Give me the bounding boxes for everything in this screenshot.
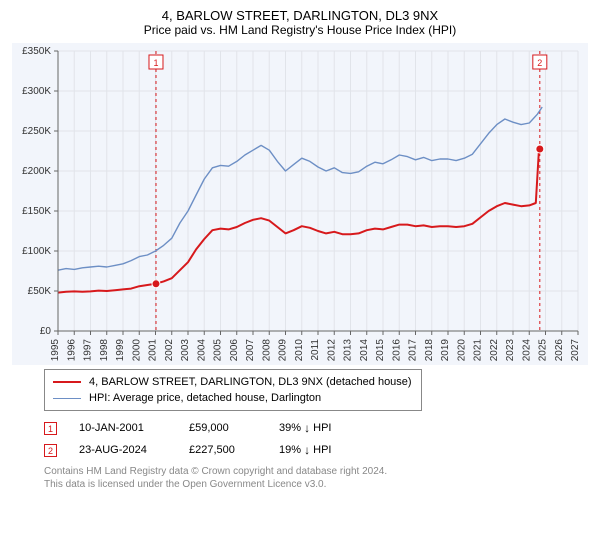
transaction-date: 10-JAN-2001 <box>79 422 189 434</box>
transaction-row: 1 10-JAN-2001£59,00039% ↓ HPI <box>44 417 588 439</box>
svg-text:2001: 2001 <box>148 339 159 362</box>
svg-text:1998: 1998 <box>99 339 110 362</box>
transaction-price: £227,500 <box>189 444 279 456</box>
svg-text:2022: 2022 <box>489 339 500 362</box>
legend-swatch <box>53 381 81 383</box>
svg-text:2010: 2010 <box>294 339 305 362</box>
svg-text:2016: 2016 <box>391 339 402 362</box>
legend-item-hpi: HPI: Average price, detached house, Darl… <box>53 390 413 406</box>
svg-text:£200K: £200K <box>22 166 51 177</box>
svg-text:1996: 1996 <box>66 339 77 362</box>
svg-text:2026: 2026 <box>554 339 565 362</box>
svg-text:2024: 2024 <box>521 339 532 362</box>
svg-text:2008: 2008 <box>261 339 272 362</box>
legend-label: HPI: Average price, detached house, Darl… <box>89 392 321 404</box>
svg-text:2: 2 <box>537 58 542 68</box>
svg-text:2005: 2005 <box>213 339 224 362</box>
transaction-row: 2 23-AUG-2024£227,50019% ↓ HPI <box>44 439 588 461</box>
svg-text:1999: 1999 <box>115 339 126 362</box>
svg-text:£100K: £100K <box>22 246 51 257</box>
svg-text:2009: 2009 <box>278 339 289 362</box>
svg-text:1: 1 <box>153 58 158 68</box>
svg-text:1995: 1995 <box>50 339 61 362</box>
svg-text:£300K: £300K <box>22 86 51 97</box>
attribution-line: Contains HM Land Registry data © Crown c… <box>44 465 588 478</box>
svg-text:2027: 2027 <box>570 339 581 362</box>
legend-swatch <box>53 398 81 399</box>
svg-text:2004: 2004 <box>196 339 207 362</box>
svg-text:2019: 2019 <box>440 339 451 362</box>
legend-label: 4, BARLOW STREET, DARLINGTON, DL3 9NX (d… <box>89 376 412 388</box>
svg-text:2015: 2015 <box>375 339 386 362</box>
svg-text:2021: 2021 <box>473 339 484 362</box>
svg-text:2014: 2014 <box>359 339 370 362</box>
svg-text:2012: 2012 <box>326 339 337 362</box>
svg-text:2003: 2003 <box>180 339 191 362</box>
chart-title: 4, BARLOW STREET, DARLINGTON, DL3 9NX <box>12 8 588 23</box>
svg-text:£250K: £250K <box>22 126 51 137</box>
svg-text:2011: 2011 <box>310 339 321 361</box>
attribution-line: This data is licensed under the Open Gov… <box>44 478 588 491</box>
svg-text:£350K: £350K <box>22 46 51 57</box>
svg-text:£0: £0 <box>40 326 52 337</box>
svg-text:2018: 2018 <box>424 339 435 362</box>
svg-text:2017: 2017 <box>408 339 419 362</box>
transaction-date: 23-AUG-2024 <box>79 444 189 456</box>
transaction-delta: 19% ↓ HPI <box>279 443 331 457</box>
transaction-marker: 2 <box>44 444 57 457</box>
transaction-marker: 1 <box>44 422 57 435</box>
transaction-delta: 39% ↓ HPI <box>279 421 331 435</box>
svg-text:1997: 1997 <box>83 339 94 362</box>
legend: 4, BARLOW STREET, DARLINGTON, DL3 9NX (d… <box>44 369 422 411</box>
svg-text:2006: 2006 <box>229 339 240 362</box>
transaction-price: £59,000 <box>189 422 279 434</box>
transactions-table: 1 10-JAN-2001£59,00039% ↓ HPI 2 23-AUG-2024… <box>44 417 588 461</box>
svg-text:2007: 2007 <box>245 339 256 362</box>
legend-item-price-paid: 4, BARLOW STREET, DARLINGTON, DL3 9NX (d… <box>53 374 413 390</box>
svg-text:2013: 2013 <box>343 339 354 362</box>
svg-text:2002: 2002 <box>164 339 175 362</box>
svg-text:2023: 2023 <box>505 339 516 362</box>
svg-text:£50K: £50K <box>28 286 52 297</box>
svg-text:2000: 2000 <box>131 339 142 362</box>
chart-subtitle: Price paid vs. HM Land Registry's House … <box>12 23 588 37</box>
svg-text:£150K: £150K <box>22 206 51 217</box>
price-chart: £0 £50K £100K £150K £200K £250K £300K £350K 1995… <box>12 43 588 365</box>
svg-text:2025: 2025 <box>538 339 549 362</box>
attribution: Contains HM Land Registry data © Crown c… <box>44 465 588 491</box>
svg-text:2020: 2020 <box>456 339 467 362</box>
